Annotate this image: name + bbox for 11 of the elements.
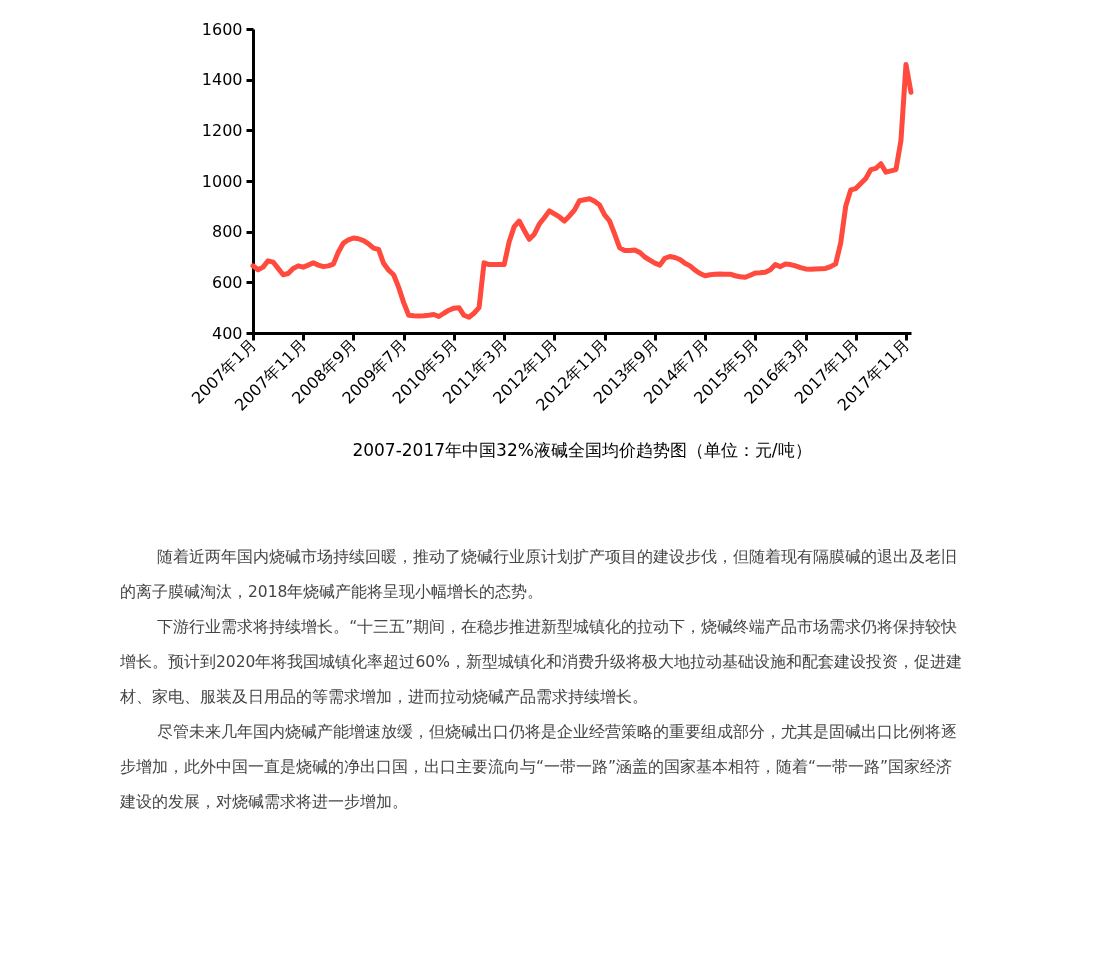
y-tick-label: 1400 (201, 70, 243, 90)
y-tick-label: 1000 (201, 171, 243, 191)
text: 随着近两年国内烧碱市场持续回暖，推动了烧碱行业原计划扩产项目的建设步伐，但随着现有隔膜碱的退出及老旧的离子膜碱淘汰，2018年烧碱产能将呈现小幅增长的态势。 (120, 547, 959, 603)
text: 尽管未来几年国内烧碱产能增速放缓，但烧碱出口仍将是企业经营策略的重要组成部分，尤其是固碱出口比例将逐步增加，此外中国一直是烧碱的净出口国，出口主要流向与“一带一路”涵盖的国家基本相符，随着“一带一路”国家经济建设的发展，对烧碱需求将进一步增加。 (120, 722, 959, 813)
text: 下游行业需求将持续增长。“十三五”期间，在稳步推进新型城镇化的拉动下，烧碱终端产品市场需求仍将保持较快增长。预计到2020年将我国城镇化率超过60%，新型城镇化和消费升级将极大地拉动基础设施和配套建设投资，促进建材、家电、服装及日用品的等需求增加，进而拉动烧碱产品需求持续增长。 (120, 617, 963, 708)
y-tick-label: 1600 (201, 19, 243, 39)
y-tick-label: 800 (211, 222, 243, 242)
text: 2007-2017年中国32%液碱全国均价趋势图（单位：元/吨） (352, 440, 812, 461)
y-tick-label: 400 (211, 323, 243, 343)
y-tick-label: 1200 (201, 120, 243, 140)
y-tick-label: 600 (211, 272, 243, 292)
